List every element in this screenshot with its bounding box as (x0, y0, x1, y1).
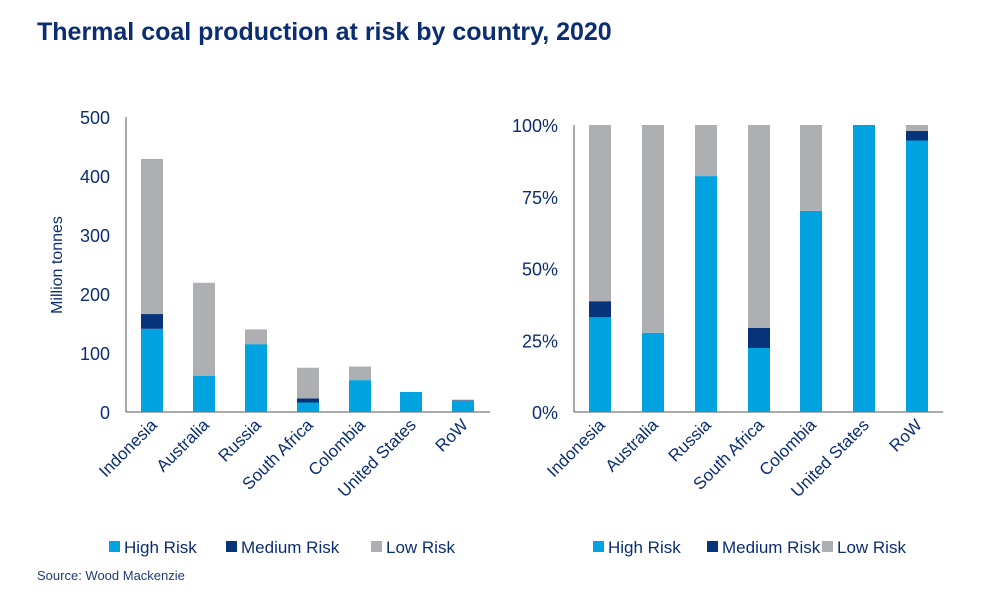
chart1-bar-high-risk (141, 328, 163, 412)
chart1-bar-high-risk (245, 344, 267, 412)
chart1-y-tick-label: 400 (80, 167, 110, 187)
chart1-bar-low-risk (193, 282, 215, 377)
chart1-y-axis-label: Million tonnes (49, 216, 66, 314)
chart1-bar-low-risk (297, 367, 319, 399)
chart1-legend-label: High Risk (124, 538, 197, 557)
chart1-y-tick-label: 100 (80, 344, 110, 364)
chart2-y-tick-label: 75% (522, 188, 558, 208)
chart1-bar-low-risk (452, 399, 474, 401)
chart2-y-tick-label: 50% (522, 260, 558, 280)
chart1-bar-high-risk (297, 402, 319, 412)
chart1-x-tick-label: Australia (153, 415, 214, 476)
chart2-bar-high-risk (642, 332, 664, 412)
chart1-bar-low-risk (245, 329, 267, 345)
chart2-legend-label: High Risk (608, 538, 681, 557)
chart2-x-tick-label: RoW (886, 415, 926, 455)
chart1-bar-low-risk (349, 366, 371, 381)
chart1-bar-high-risk (452, 400, 474, 412)
chart1-legend-swatch (371, 541, 382, 552)
chart1-y-tick-label: 0 (100, 403, 110, 423)
chart1-bar-low-risk (141, 158, 163, 315)
chart1-x-tick-label: Indonesia (95, 415, 161, 481)
chart2-bar-low-risk (748, 125, 770, 328)
chart1-y-tick-label: 300 (80, 226, 110, 246)
chart2-bar-high-risk (695, 176, 717, 412)
chart1-legend-swatch (226, 541, 237, 552)
chart2-bar-low-risk (906, 125, 928, 132)
chart2-bar-high-risk (589, 317, 611, 412)
chart1-bar-medium-risk (141, 314, 163, 329)
chart2-bar-high-risk (800, 210, 822, 412)
chart2-bar-low-risk (589, 125, 611, 302)
chart1-bar-high-risk (193, 376, 215, 412)
chart1-legend-label: Low Risk (386, 538, 455, 557)
chart1-x-tick-label: RoW (432, 415, 472, 455)
chart2-bar-low-risk (695, 125, 717, 177)
chart2-legend-swatch (707, 541, 718, 552)
chart1-bar-high-risk (400, 391, 422, 412)
chart2-bar-low-risk (800, 125, 822, 211)
chart1-y-tick-label: 200 (80, 285, 110, 305)
chart2-legend-swatch (822, 541, 833, 552)
chart1-bar-medium-risk (452, 400, 474, 401)
chart1-bar-medium-risk (297, 398, 319, 403)
chart2-bar-medium-risk (589, 301, 611, 318)
chart2-legend-label: Low Risk (837, 538, 906, 557)
chart2-y-tick-label: 100% (512, 116, 558, 136)
source-note: Source: Wood Mackenzie (37, 568, 185, 583)
chart1-legend-label: Medium Risk (241, 538, 340, 557)
chart1-bar-high-risk (349, 380, 371, 412)
chart2-legend-swatch (593, 541, 604, 552)
chart2-bar-medium-risk (906, 131, 928, 141)
chart-title: Thermal coal production at risk by count… (37, 18, 612, 46)
chart2-bar-high-risk (906, 140, 928, 413)
chart2-bar-low-risk (642, 125, 664, 333)
chart2-bar-medium-risk (748, 327, 770, 348)
chart2-x-tick-label: Russia (665, 415, 716, 466)
chart1-legend-swatch (109, 541, 120, 552)
chart2-x-tick-label: Australia (602, 415, 663, 476)
chart2-y-tick-label: 0% (532, 403, 558, 423)
chart2-bar-high-risk (748, 347, 770, 412)
chart1-x-tick-label: Russia (215, 415, 266, 466)
chart2-x-tick-label: Indonesia (543, 415, 609, 481)
chart2-bar-high-risk (853, 125, 875, 412)
chart2-legend-label: Medium Risk (722, 538, 821, 557)
chart2-y-tick-label: 25% (522, 331, 558, 351)
chart1-y-tick-label: 500 (80, 108, 110, 128)
